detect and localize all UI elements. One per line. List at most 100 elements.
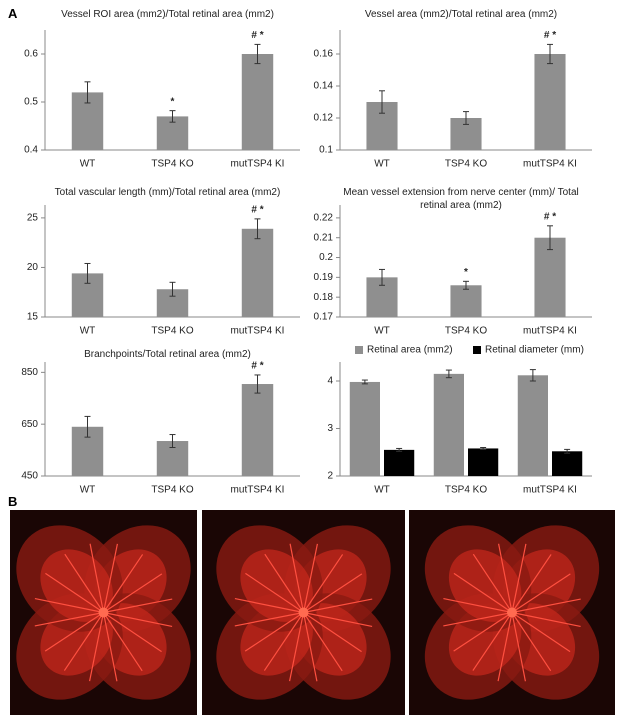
bar (349, 381, 380, 476)
significance-marker: # * (544, 211, 556, 222)
y-tick-label: 4 (327, 376, 333, 387)
vessel (44, 611, 104, 652)
error-bar (379, 268, 385, 286)
chart-title: Total vascular length (mm)/Total retinal… (54, 187, 281, 198)
vessel (103, 598, 173, 614)
vessel (103, 554, 144, 613)
retina-image (409, 510, 615, 715)
vessel (443, 611, 513, 627)
panel-label: A (8, 6, 18, 21)
vessel (511, 598, 581, 614)
y-tick-label: 20 (27, 262, 39, 273)
retina-image (202, 510, 405, 715)
vessel (103, 611, 173, 627)
x-tick-label: WT (374, 326, 390, 337)
y-tick-label: 850 (21, 367, 38, 378)
error-bar (547, 225, 553, 251)
vessel (234, 611, 304, 627)
vessel (63, 612, 104, 671)
vessel (303, 612, 362, 653)
y-tick-label: 0.12 (314, 113, 334, 124)
significance-marker: * (464, 267, 468, 278)
vessel (302, 612, 343, 672)
vessel (234, 598, 304, 614)
bar (433, 373, 464, 476)
error-bar (169, 281, 176, 297)
error-bar (254, 43, 261, 65)
vessel (89, 543, 105, 613)
x-tick-label: mutTSP4 KI (231, 326, 285, 337)
vessel (289, 612, 305, 682)
y-tick-label: 0.17 (314, 312, 334, 323)
error-bar (445, 369, 452, 379)
legend-label: Retinal diameter (mm) (485, 345, 584, 356)
significance-marker: # * (251, 205, 263, 216)
vessel (45, 572, 104, 613)
y-tick-label: 0.14 (314, 81, 334, 92)
x-tick-label: TSP4 KO (151, 326, 193, 337)
vessel (303, 554, 344, 613)
y-tick-label: 650 (21, 419, 38, 430)
vessel (453, 611, 513, 652)
vessel (103, 612, 162, 653)
vessel (34, 598, 104, 614)
y-tick-label: 0.2 (319, 252, 333, 263)
vessel (472, 612, 513, 671)
significance-marker: # * (544, 30, 556, 41)
bar (552, 451, 583, 476)
vessel (102, 612, 143, 672)
y-tick-label: 2 (327, 471, 333, 482)
vessel (511, 612, 571, 653)
error-bar (254, 218, 261, 240)
vessel (303, 573, 363, 614)
vessel (244, 611, 304, 652)
vessel (103, 573, 163, 614)
x-tick-label: TSP4 KO (445, 159, 487, 170)
error-bar (84, 415, 91, 438)
y-tick-label: 0.16 (314, 49, 334, 60)
error-bar (361, 379, 368, 385)
y-tick-label: 0.5 (24, 97, 38, 108)
x-tick-label: mutTSP4 KI (523, 485, 577, 496)
x-tick-label: TSP4 KO (445, 485, 487, 496)
error-bar (529, 369, 536, 382)
y-tick-label: 0.22 (314, 213, 334, 224)
vessel (511, 543, 527, 613)
vessel (302, 543, 318, 613)
x-tick-label: WT (374, 485, 390, 496)
vessel (302, 612, 318, 682)
x-tick-label: TSP4 KO (445, 326, 487, 337)
error-bar (169, 110, 176, 123)
y-tick-label: 25 (27, 213, 39, 224)
vessel (245, 572, 304, 613)
retina-image (10, 510, 197, 715)
chart-title: Vessel area (mm2)/Total retinal area (mm… (364, 9, 558, 20)
vessel (89, 612, 105, 682)
x-tick-label: mutTSP4 KI (231, 159, 285, 170)
y-tick-label: 0.6 (24, 49, 38, 60)
optic-nerve (507, 607, 517, 618)
bar (468, 448, 499, 476)
x-tick-label: WT (374, 159, 390, 170)
vessel (263, 612, 304, 671)
error-bar (564, 448, 571, 454)
vessel (264, 553, 305, 613)
vessel (511, 612, 552, 672)
significance-marker: * (171, 96, 175, 107)
bar (534, 54, 566, 150)
bar (241, 54, 274, 150)
chart-title: Branchpoints/Total retinal area (mm2) (84, 349, 251, 360)
y-tick-label: 15 (27, 312, 39, 323)
vessel (498, 543, 513, 613)
vessel (102, 543, 118, 613)
vessel (303, 598, 373, 614)
error-bar (463, 280, 469, 290)
error-bar (84, 81, 91, 104)
vessel (34, 611, 104, 627)
y-tick-label: 0.19 (314, 272, 334, 283)
x-tick-label: WT (80, 326, 96, 337)
vessel (303, 611, 373, 627)
bar (384, 449, 415, 476)
vessel (472, 553, 513, 613)
